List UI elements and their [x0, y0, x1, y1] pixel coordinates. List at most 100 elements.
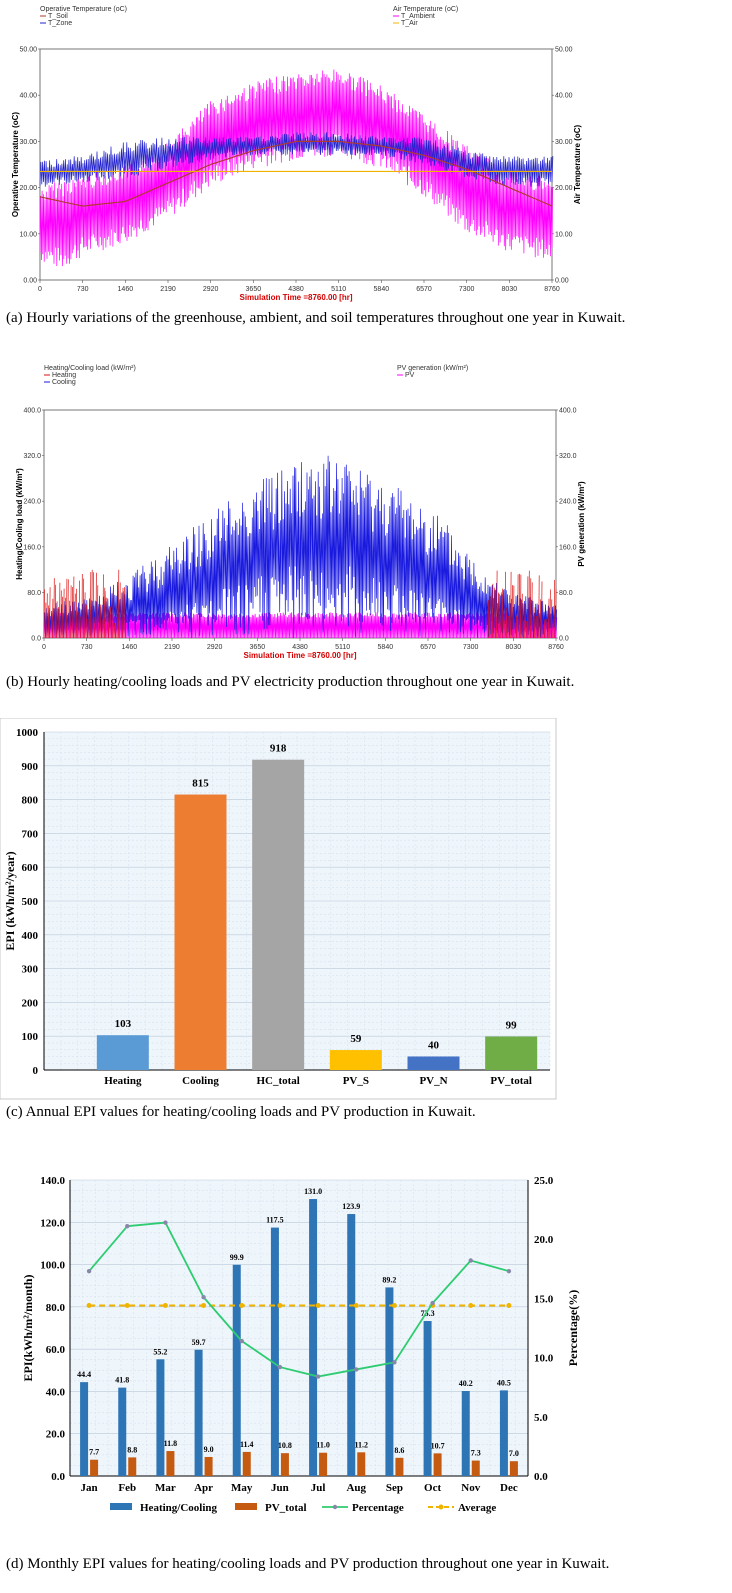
bar-value-label: 41.8: [115, 1376, 129, 1385]
temperature-chart: 0 730 1460 2190 2920 3650 4380 5110 5840 6570 7300…: [11, 6, 582, 302]
y-right-tick-label: 0.0: [559, 636, 569, 643]
x-tick-label: Oct: [424, 1482, 441, 1494]
bar-heating-cooling: [194, 1349, 203, 1476]
y-tick-label: 700: [22, 828, 39, 840]
y-tick-label: 600: [22, 862, 39, 874]
x-axis-title: Simulation Time =8760.00 [hr]: [243, 651, 356, 660]
x-tick-label: 2920: [203, 286, 219, 293]
legend-marker: [438, 1504, 444, 1510]
legend-entry-cooling: Cooling: [52, 379, 76, 386]
bar-value-label: 8.8: [127, 1445, 137, 1454]
percentage-point: [125, 1223, 130, 1229]
bar-value-label: 8.6: [394, 1446, 404, 1455]
y-left-tick-label: 120.0: [40, 1217, 65, 1229]
y-axis-title: EPI (kWh/m²/year): [3, 851, 17, 950]
bar-value-label: 99: [506, 1020, 518, 1032]
bar-heating-cooling: [118, 1387, 127, 1476]
y-tick-label: 300: [22, 964, 39, 976]
y-left-tick-label: 20.0: [46, 1429, 66, 1441]
caption-a: (a) Hourly variations of the greenhouse,…: [6, 310, 626, 326]
x-tick-label: 730: [77, 286, 89, 293]
average-point: [277, 1303, 283, 1309]
bar-value-label: 11.0: [316, 1441, 330, 1450]
y-left-tick-label: 60.0: [46, 1344, 66, 1356]
y-right-tick-label: 0.0: [534, 1471, 548, 1483]
bar-pv-total: [319, 1452, 328, 1476]
percentage-point: [277, 1364, 283, 1370]
average-point: [124, 1303, 130, 1309]
bar-value-label: 11.2: [354, 1440, 368, 1449]
percentage-point: [506, 1268, 512, 1274]
y-tick-label: 400: [22, 930, 39, 942]
legend-entry-heating: Heating: [52, 372, 76, 379]
caption-b: (b) Hourly heating/cooling loads and PV …: [6, 674, 575, 690]
y-left-tick-label: 0.0: [51, 1471, 65, 1483]
bar-heating-cooling: [270, 1227, 279, 1476]
x-tick-label: 1460: [122, 644, 138, 651]
percentage-point: [392, 1360, 397, 1365]
bar-value-label: 89.2: [382, 1275, 396, 1284]
average-point: [391, 1303, 397, 1309]
percentage-point: [315, 1374, 321, 1379]
bar-heating-cooling: [423, 1321, 432, 1476]
bar-pv-s: [329, 1050, 382, 1070]
legend-swatch: [110, 1503, 132, 1510]
average-point: [239, 1303, 245, 1309]
x-tick-label: 8030: [502, 286, 518, 293]
bar-value-label: 103: [115, 1018, 132, 1030]
y-tick-label: 1000: [16, 727, 39, 739]
y-left-tick-label: 20.00: [19, 185, 37, 192]
y-right-tick-label: 40.00: [555, 93, 573, 100]
y-right-tick-label: 20.00: [555, 185, 573, 192]
y-left-tick-label: 40.0: [46, 1386, 66, 1398]
x-tick-label: 4380: [288, 286, 304, 293]
caption-c: (c) Annual EPI values for heating/coolin…: [6, 1104, 476, 1120]
x-tick-label: 2920: [207, 644, 223, 651]
average-point: [353, 1303, 359, 1309]
series-line-soil: [39, 140, 553, 207]
percentage-point: [86, 1268, 92, 1274]
x-tick-label: 2190: [160, 286, 176, 293]
y-right-tick-label: 400.0: [559, 408, 577, 415]
average-point: [86, 1303, 92, 1309]
x-tick-label: 7300: [459, 286, 475, 293]
percentage-point: [163, 1220, 168, 1225]
caption-d: (d) Monthly EPI values for heating/cooli…: [6, 1556, 610, 1572]
legend-entry: Percentage: [352, 1502, 404, 1514]
x-tick-label: 8760: [544, 286, 560, 293]
bar-value-label: 55.2: [153, 1347, 167, 1356]
bar-value-label: 918: [270, 743, 287, 755]
y-right-tick-label: 320.0: [559, 453, 577, 460]
y-left-tick-label: 100.0: [40, 1260, 65, 1272]
y-right-tick-label: 10.0: [534, 1353, 554, 1365]
y-right-tick-label: 15.0: [534, 1293, 554, 1305]
legend-entry-pv: PV: [405, 372, 415, 379]
bar-pv-n: [407, 1056, 460, 1070]
y-left-tick-label: 30.00: [19, 139, 37, 146]
legend-marker: [332, 1504, 338, 1510]
loads-chart: 0 730 1460 2190 2920 3650 4380 5110 5840 6570 7300…: [15, 365, 586, 660]
percentage-point: [354, 1367, 359, 1372]
x-tick-label: Aug: [346, 1482, 366, 1494]
y-left-tick-label: 50.00: [19, 47, 37, 54]
x-tick-label: 5840: [378, 644, 394, 651]
y-left-tick-label: 80.0: [46, 1302, 66, 1314]
y-left-tick-label: 40.00: [19, 93, 37, 100]
y-tick-label: 800: [22, 795, 39, 807]
bar-value-label: 9.0: [204, 1445, 214, 1454]
legend-swatch: [235, 1503, 257, 1510]
bar-pv-total: [471, 1460, 480, 1476]
legend-left-title: Heating/Cooling load (kW/m²): [44, 365, 136, 372]
series-line-percentage: [88, 1221, 510, 1378]
x-tick-label: HC_total: [256, 1075, 299, 1087]
average-point: [162, 1303, 168, 1309]
bar-value-label: 7.7: [89, 1448, 99, 1457]
x-tick-label: PV_S: [343, 1075, 369, 1087]
percentage-point: [239, 1338, 244, 1344]
bar-pv-total: [433, 1453, 442, 1476]
y-right-tick-label: 160.0: [559, 544, 577, 551]
bar-hc-total: [252, 759, 305, 1070]
y-right-tick-label: 30.00: [555, 139, 573, 146]
y-left-axis-title: Heating/Cooling load (kW/m²): [15, 468, 24, 580]
y-right-tick-label: 10.00: [555, 231, 573, 238]
